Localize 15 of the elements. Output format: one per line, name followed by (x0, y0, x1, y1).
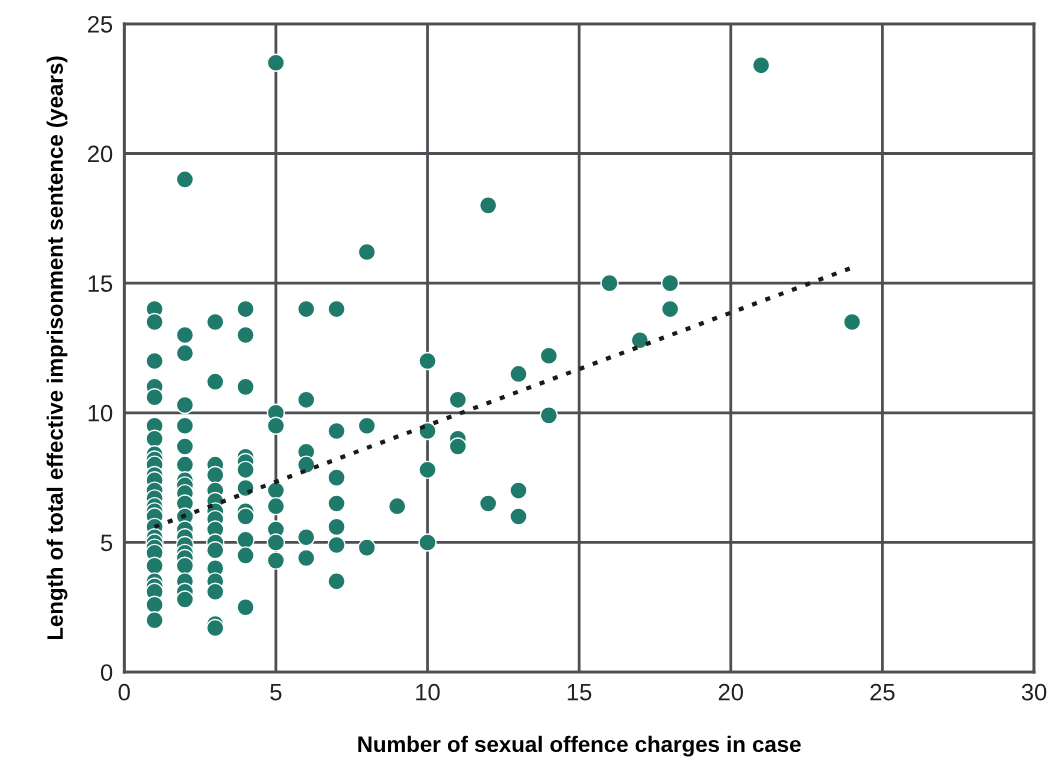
y-tick-label: 25 (88, 15, 113, 33)
x-tick-label: 20 (718, 683, 743, 701)
y-tick-label: 0 (100, 664, 113, 681)
x-tick-label: 10 (416, 683, 440, 701)
x-tick-label: 25 (870, 683, 895, 701)
y-tick-label: 15 (88, 275, 113, 292)
x-tick-label: 15 (567, 684, 592, 701)
y-tick-label: 10 (88, 404, 113, 422)
x-tick-label: 0 (118, 683, 130, 701)
x-tick-label: 30 (1021, 683, 1047, 701)
y-tick-label: 5 (100, 534, 113, 552)
y-axis-title: Length of total effective imprisonment sentence (years) (46, 56, 68, 640)
x-axis-title: Number of sexual offence charges in case (358, 735, 801, 757)
y-tick-label: 20 (88, 145, 113, 163)
x-tick-label: 5 (270, 684, 282, 701)
